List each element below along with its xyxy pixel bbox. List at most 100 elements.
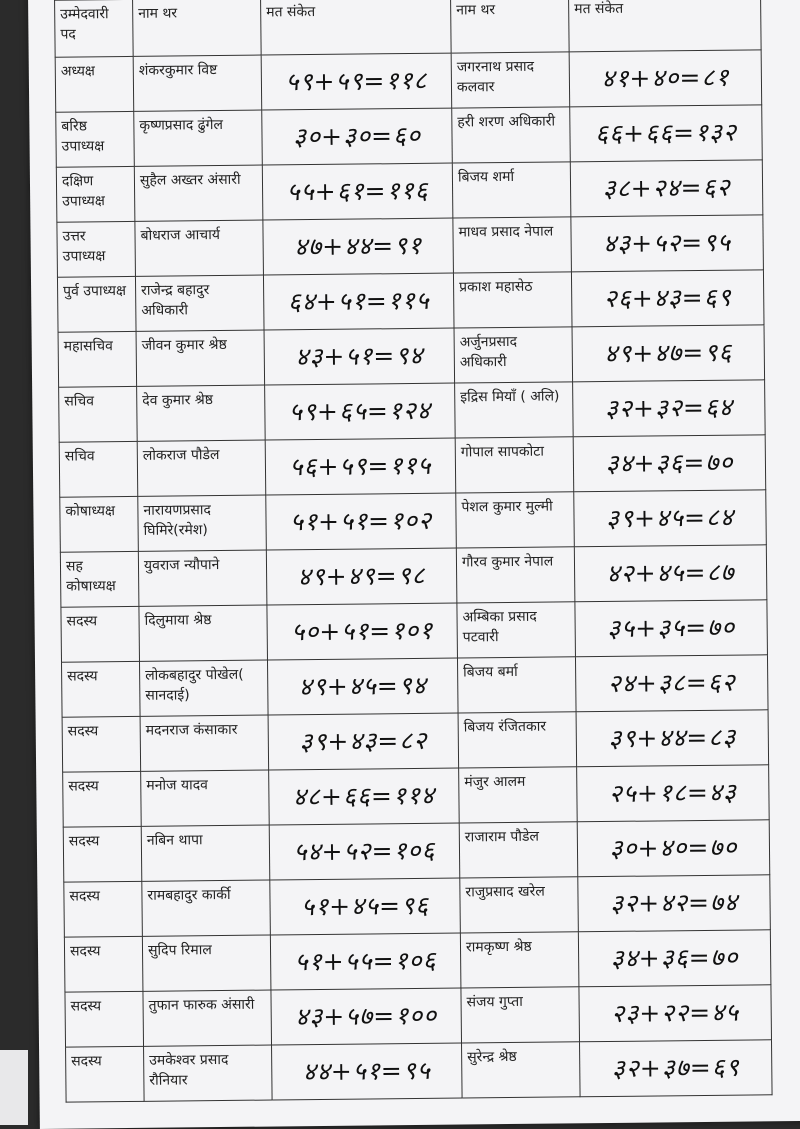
vote-tally-1: ३०+३०=६० bbox=[261, 108, 453, 166]
candidate-name-2: जगरनाथ प्रसाद कलवार bbox=[451, 51, 570, 109]
candidate-name-1: सुहैल अख्तर अंसारी bbox=[134, 165, 263, 222]
candidate-name-2: अर्जुनप्रसाद अधिकारी bbox=[454, 326, 573, 384]
vote-tally-1: ६४+५१=११५ bbox=[263, 273, 455, 331]
candidate-name-2: बिजय रंजितकार bbox=[458, 711, 577, 769]
table-header-row: उम्मेदवारी पद नाम थर मत संकेत नाम थर मत … bbox=[54, 0, 762, 58]
table-row: सचिव लोकराज पौडेल ५६+५९=११५ गोपाल सापकोटा ३४… bbox=[59, 434, 766, 498]
post-cell: सचिव bbox=[59, 441, 138, 498]
table-row: अध्यक्ष शंकरकुमार विष्ट ५९+५९=११८ जगरनाथ प्… bbox=[55, 49, 762, 113]
vote-tally-2: २३+२२=४५ bbox=[578, 984, 772, 1042]
candidate-name-2: सुरेन्द्र श्रेष्ठ bbox=[461, 1041, 581, 1099]
header-votes-1: मत संकेत bbox=[260, 0, 452, 56]
candidate-name-2: पेशल कुमार मुल्मी bbox=[455, 491, 575, 549]
header-name-2: नाम थर bbox=[450, 0, 570, 54]
table-row: कोषाध्यक्ष नारायणप्रसाद घिमिरे(रमेश) ५१+५१… bbox=[59, 489, 767, 553]
table-row: पुर्व उपाध्यक्ष राजेन्द्र बहादुर अधिकारी ६… bbox=[57, 269, 765, 333]
candidate-name-1: लोकराज पौडेल bbox=[137, 440, 266, 497]
vote-tally-2: ३२+३२=६४ bbox=[572, 379, 766, 437]
candidate-name-2: माधव प्रसाद नेपाल bbox=[452, 216, 572, 274]
table-row: सदस्य मदनराज कंसाकार ३९+४३=८२ बिजय रंजितकार… bbox=[62, 709, 769, 773]
vote-tally-1: ४४+५१=९५ bbox=[271, 1043, 463, 1101]
vote-tally-1: ३९+४३=८२ bbox=[268, 713, 459, 771]
header-post: उम्मेदवारी पद bbox=[54, 0, 134, 58]
vote-tally-2: ४९+४७=९६ bbox=[572, 324, 765, 382]
post-cell: सदस्य bbox=[64, 936, 143, 993]
candidate-name-2: गोपाल सापकोटा bbox=[455, 436, 574, 494]
vote-tally-1: ५५+६१=११६ bbox=[262, 163, 453, 221]
vote-tally-2: ४१+४०=८१ bbox=[569, 49, 762, 107]
candidate-name-2: प्रकाश महासेठ bbox=[453, 271, 573, 329]
table-row: सह कोषाध्यक्ष युवराज न्यौपाने ४९+४९=९८ गौरव… bbox=[60, 544, 767, 608]
candidate-name-1: सुदिप रिमाल bbox=[142, 935, 271, 992]
post-cell: सचिव bbox=[58, 386, 138, 443]
vote-tally-2: ४३+५२=९५ bbox=[570, 214, 764, 272]
candidate-name-1: रामबहादुर कार्की bbox=[141, 880, 271, 937]
post-cell: महासचिव bbox=[58, 331, 137, 388]
vote-tally-2: ६६+६६=१३२ bbox=[569, 104, 763, 162]
post-cell: सदस्य bbox=[63, 826, 142, 883]
vote-tally-1: ५४+५२=१०६ bbox=[269, 823, 460, 881]
candidate-name-1: शंकरकुमार विष्ट bbox=[133, 55, 262, 112]
vote-tally-2: ३४+३६=७० bbox=[578, 929, 771, 987]
post-cell: सदस्य bbox=[63, 881, 143, 938]
post-cell: अध्यक्ष bbox=[55, 56, 134, 113]
candidate-name-1: राजेन्द्र बहादुर अधिकारी bbox=[135, 275, 265, 332]
vote-tally-1: ५०+५१=१०१ bbox=[266, 603, 458, 661]
vote-tally-1: ५९+५९=११८ bbox=[261, 53, 452, 111]
post-cell: सदस्य bbox=[62, 771, 142, 828]
candidate-name-1: मदनराज कंसाकार bbox=[140, 715, 269, 772]
table-row: बरिष्ठ उपाध्यक्ष कृष्णप्रसाद ढुंगेल ३०+३०=… bbox=[55, 104, 763, 168]
candidate-name-1: नारायणप्रसाद घिमिरे(रमेश) bbox=[137, 495, 267, 552]
vote-tally-2: २४+३८=६२ bbox=[575, 654, 769, 712]
table-row: महासचिव जीवन कुमार श्रेष्ठ ४३+५१=९४ अर्जुनप… bbox=[58, 324, 765, 388]
candidate-name-2: राजुप्रसाद खरेल bbox=[459, 876, 579, 934]
table-row: सदस्य तुफान फारुक अंसारी ४३+५७=१०० संजय गुप… bbox=[64, 984, 772, 1048]
table-row: सचिव देव कुमार श्रेष्ठ ५९+६५=१२४ इद्रिस मिय… bbox=[58, 379, 766, 443]
vote-tally-1: ५१+५१=१०२ bbox=[265, 493, 457, 551]
post-cell: पुर्व उपाध्यक्ष bbox=[57, 276, 137, 333]
table-row: सदस्य लोकबहादुर पोखेल( सानदाई) ४९+४५=९४ बिज… bbox=[61, 654, 769, 718]
candidate-name-1: नबिन थापा bbox=[141, 825, 270, 882]
table-row: सदस्य मनोज यादव ४८+६६=११४ मंजुर आलम २५+१८=४३ bbox=[62, 764, 770, 828]
vote-tally-2: ३४+३६=७० bbox=[573, 434, 766, 492]
candidate-name-1: तुफान फारुक अंसारी bbox=[142, 990, 272, 1047]
vote-count-sheet: उम्मेदवारी पद नाम थर मत संकेत नाम थर मत … bbox=[28, 0, 800, 1129]
table-row: उत्तर उपाध्यक्ष बोधराज आचार्य ४७+४४=९१ माधव… bbox=[56, 214, 764, 278]
candidate-name-2: रामकृष्ण श्रेष्ठ bbox=[460, 931, 579, 989]
candidate-name-2: हरी शरण अधिकारी bbox=[451, 106, 571, 164]
post-cell: सदस्य bbox=[61, 661, 141, 718]
candidate-name-2: संजय गुप्ता bbox=[460, 986, 580, 1044]
candidate-name-2: इद्रिस मियाँ ( अलि) bbox=[454, 381, 574, 439]
post-cell: सह कोषाध्यक्ष bbox=[60, 551, 139, 608]
vote-tally-2: ३०+४०=७० bbox=[577, 819, 770, 877]
candidate-name-1: बोधराज आचार्य bbox=[134, 220, 264, 277]
vote-tally-2: ४२+४५=८७ bbox=[574, 544, 767, 602]
header-votes-2: मत संकेत bbox=[568, 0, 762, 52]
candidate-name-1: दिलुमाया श्रेष्ठ bbox=[138, 605, 268, 662]
header-name-1: नाम थर bbox=[132, 0, 262, 57]
vote-tally-2: ३५+३५=७० bbox=[574, 599, 768, 657]
vote-tally-2: २५+१८=४३ bbox=[576, 764, 770, 822]
candidate-name-2: गौरव कुमार नेपाल bbox=[456, 546, 575, 604]
table-row: सदस्य दिलुमाया श्रेष्ठ ५०+५१=१०१ अम्बिका प्… bbox=[60, 599, 768, 663]
table-row: सदस्य नबिन थापा ५४+५२=१०६ राजाराम पौडेल ३०+४… bbox=[63, 819, 770, 883]
vote-tally-1: ४३+५७=१०० bbox=[270, 988, 462, 1046]
candidate-name-2: बिजय शर्मा bbox=[452, 161, 571, 219]
post-cell: सदस्य bbox=[62, 716, 141, 773]
vote-tally-1: ५६+५९=११५ bbox=[265, 438, 456, 496]
vote-tally-1: ४७+४४=९१ bbox=[262, 218, 454, 276]
candidate-name-1: जीवन कुमार श्रेष्ठ bbox=[136, 330, 265, 387]
vote-count-table: उम्मेदवारी पद नाम थर मत संकेत नाम थर मत … bbox=[54, 0, 773, 1103]
table-row: सदस्य उमकेश्वर प्रसाद रौनियार ४४+५१=९५ सुरे… bbox=[65, 1039, 773, 1103]
vote-tally-2: ३२+३७=६९ bbox=[579, 1039, 773, 1097]
background-paper-edge bbox=[0, 1050, 28, 1125]
vote-tally-1: ४९+४५=९४ bbox=[267, 658, 459, 716]
vote-tally-1: ५१+४५=९६ bbox=[269, 878, 461, 936]
table-row: दक्षिण उपाध्यक्ष सुहैल अख्तर अंसारी ५५+६१=… bbox=[56, 159, 763, 223]
vote-tally-1: ५९+६५=१२४ bbox=[264, 383, 456, 441]
candidate-name-1: युवराज न्यौपाने bbox=[138, 550, 267, 607]
post-cell: सदस्य bbox=[64, 991, 144, 1048]
table-row: सदस्य सुदिप रिमाल ५१+५५=१०६ रामकृष्ण श्रेष्… bbox=[64, 929, 771, 993]
candidate-name-1: लोकबहादुर पोखेल( सानदाई) bbox=[139, 660, 269, 717]
vote-tally-1: ५१+५५=१०६ bbox=[270, 933, 461, 991]
